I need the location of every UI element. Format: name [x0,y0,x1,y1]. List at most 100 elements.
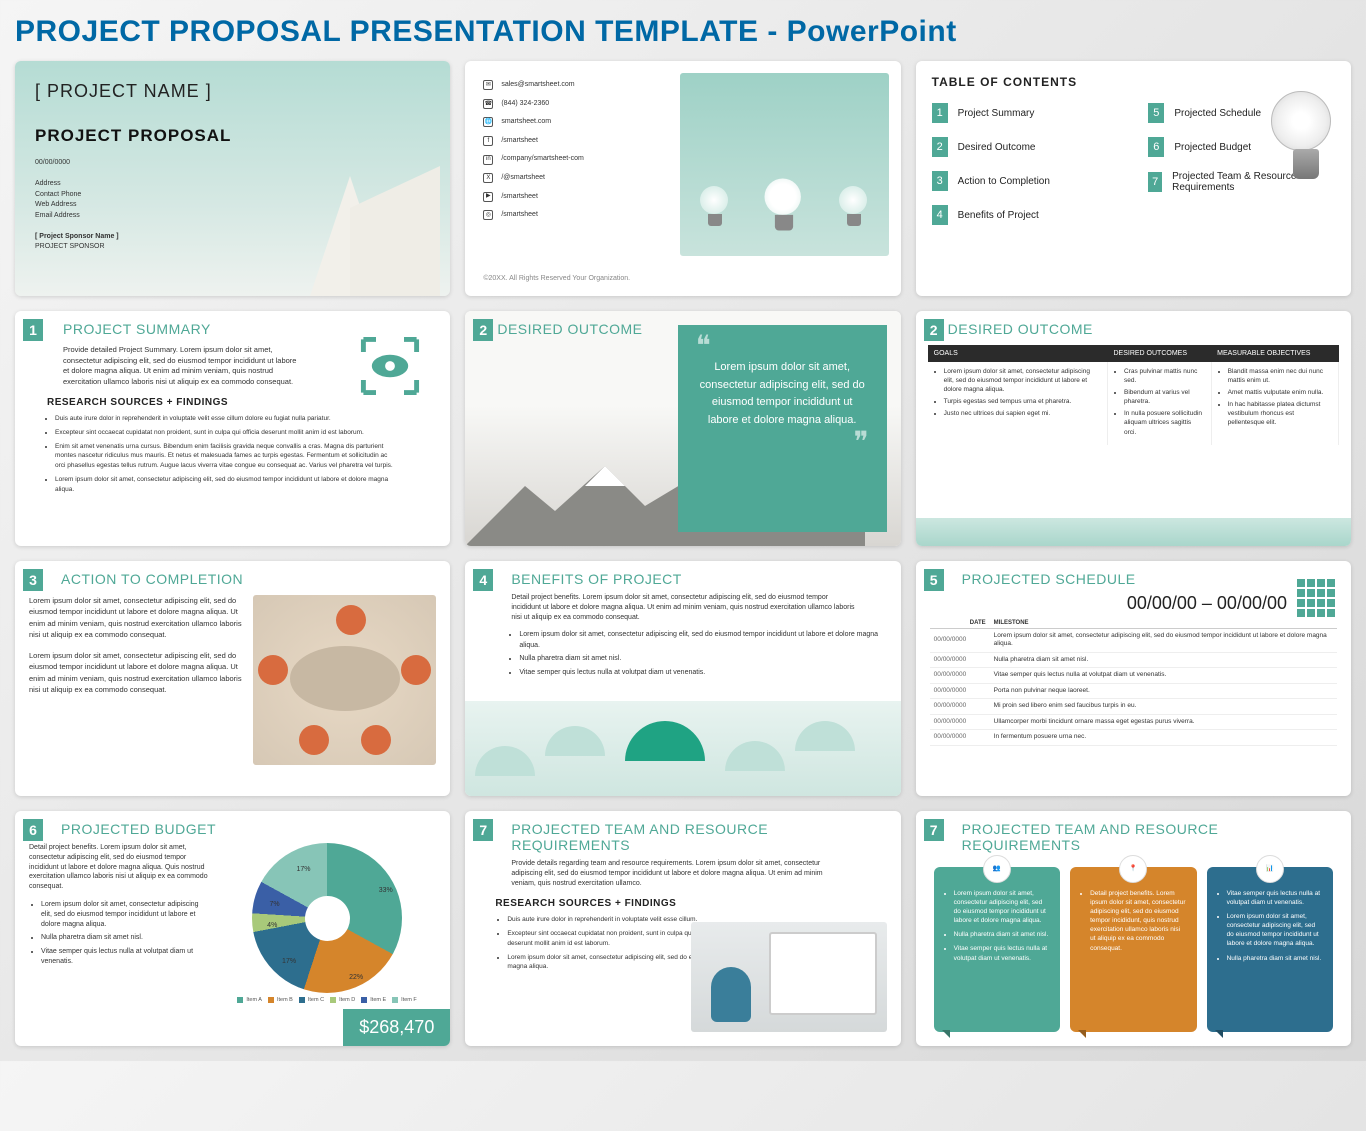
milestone-cell: Lorem ipsum dolor sit amet, consectetur … [990,629,1337,653]
list-item: Nulla pharetra diam sit amet nisl. [41,933,208,943]
benefits-list: Lorem ipsum dolor sit amet, consectetur … [519,630,886,678]
table-row: 00/00/0000Mi proin sed libero enim sed f… [930,699,1337,714]
chart-label: 33% [379,887,393,894]
milestone-cell: In fermentum posuere urna nec. [990,730,1337,745]
slide-action-completion: 3 ACTION TO COMPLETION Lorem ipsum dolor… [15,561,450,796]
contact-text: (844) 324-2360 [501,98,549,111]
toc-number: 1 [932,103,948,123]
card-icon: 📊 [1256,855,1284,883]
slide-number: 1 [23,319,43,341]
list-item: Lorem ipsum dolor sit amet, consectetur … [954,889,1050,925]
contact-text: /company/smartsheet-com [501,153,583,166]
table-row: 00/00/0000Porta non pulvinar neque laore… [930,683,1337,698]
milestone-cell: Ullamcorper morbi tincidunt ornare massa… [990,714,1337,729]
contact-icon: ◎ [483,210,493,220]
card-icon: 📍 [1119,855,1147,883]
contact-icon: f [483,136,493,146]
date-cell: 00/00/0000 [930,714,990,729]
date-cell: 00/00/0000 [930,699,990,714]
toc-item: 1Project Summary [932,103,1119,123]
toc-label: Action to Completion [958,176,1050,187]
slide-number: 4 [473,569,493,591]
contact-list: ✉sales@smartsheet.com ☎(844) 324-2360 🌐sma… [483,79,663,222]
slide-heading: ACTION TO COMPLETION [61,561,436,587]
budget-desc: Detail project benefits. Lorem ipsum dol… [29,843,208,892]
slide-heading: PROJECTED SCHEDULE [962,561,1337,587]
contact-row: 🌐smartsheet.com [483,116,663,129]
milestone-cell: Mi proin sed libero enim sed faucibus tu… [990,699,1337,714]
team-card: 📊Vitae semper quis lectus nulla at volut… [1207,867,1333,1032]
toc-col-left: 1Project Summary2Desired Outcome3Action … [932,103,1119,239]
proposal-subtitle: PROJECT PROPOSAL [35,126,430,146]
list-item: Lorem ipsum dolor sit amet, consectetur … [944,367,1101,394]
toc-label: Desired Outcome [958,142,1036,153]
budget-total: $268,470 [343,1009,450,1046]
legend-item: Item D [330,997,355,1003]
contact-icon: ✉ [483,80,493,90]
toc-number: 7 [1148,172,1162,192]
slide-desired-outcome-table: 2 DESIRED OUTCOME GOALSDESIRED OUTCOMESM… [916,311,1351,546]
team-card: 📍Detail project benefits. Lorem ipsum do… [1070,867,1196,1032]
team-card: 👥Lorem ipsum dolor sit amet, consectetur… [934,867,1060,1032]
slide-number: 2 [924,319,944,341]
summary-body: Provide detailed Project Summary. Lorem … [63,345,297,387]
chart-label: 17% [282,958,296,965]
date-range: 00/00/00 – 00/00/00 [930,593,1287,614]
calendar-icon [1297,579,1335,617]
chart-label: 4% [267,922,277,929]
quote-text: Lorem ipsum dolor sit amet, consectetur … [696,353,869,435]
milestone-cell: Nulla pharetra diam sit amet nisl. [990,652,1337,667]
legend-item: Item E [361,997,386,1003]
toc-number: 6 [1148,137,1164,157]
slide-heading: PROJECTED TEAM AND RESOURCE REQUIREMENTS [511,811,886,853]
slide-heading: PROJECTED TEAM AND RESOURCE REQUIREMENTS [962,811,1337,853]
slide-number: 3 [23,569,43,591]
list-item: Vitae semper quis lectus nulla at volutp… [41,947,208,967]
toc-number: 4 [932,205,948,225]
objectives-cell: Blandit massa enim nec dui nunc mattis e… [1211,362,1338,445]
quote-open-icon: ❝ [696,339,869,353]
contact-row: f/smartsheet [483,135,663,148]
list-item: Amet mattis vulputate enim nulla. [1228,388,1332,397]
slide-budget: 6 PROJECTED BUDGET Detail project benefi… [15,811,450,1046]
lightbulb-icon [1271,91,1341,179]
list-item: Lorem ipsum dolor sit amet, consectetur … [1227,912,1323,948]
findings-list: Duis aute irure dolor in reprehenderit i… [55,414,398,494]
quote-close-icon: ❞ [696,435,869,449]
date-cell: 00/00/0000 [930,730,990,745]
slide-contact: ✉sales@smartsheet.com ☎(844) 324-2360 🌐sma… [465,61,900,296]
list-item: Justo nec ultrices dui sapien eget mi. [944,409,1101,418]
slide-team-cards: 7 PROJECTED TEAM AND RESOURCE REQUIREMEN… [916,811,1351,1046]
slide-number: 2 [473,319,493,341]
contact-text: /smartsheet [501,135,538,148]
list-item: Bibendum at varius vel pharetra. [1124,388,1205,406]
th-goals: GOALS [928,345,1108,362]
slide-number: 7 [924,819,944,841]
legend-item: Item A [237,997,262,1003]
contact-icon: ▶ [483,192,493,202]
list-item: Enim sit amet venenatis urna cursus. Bib… [55,442,398,471]
contact-text: smartsheet.com [501,116,551,129]
copyright: ©20XX. All Rights Reserved Your Organiza… [483,275,630,282]
contact-text: /@smartsheet [501,172,545,185]
meeting-photo [253,595,436,765]
building-graphic [270,146,440,296]
list-item: Vitae semper quis lectus nulla at volutp… [1227,889,1323,907]
toc-number: 3 [932,171,948,191]
list-item: Duis aute irure dolor in reprehenderit i… [55,414,398,424]
contact-icon: X [483,173,493,183]
slide-schedule: 5 PROJECTED SCHEDULE 00/00/00 – 00/00/00… [916,561,1351,796]
list-item: Nulla pharetra diam sit amet nisl. [954,930,1050,939]
th-date: DATE [930,618,990,629]
contact-text: /smartsheet [501,209,538,222]
list-item: Blandit massa enim nec dui nunc mattis e… [1228,367,1332,385]
umbrellas-graphic [465,701,900,796]
footer-band [916,518,1351,546]
contact-row: ✉sales@smartsheet.com [483,79,663,92]
eye-scan-icon [355,331,425,403]
slide-heading: DESIRED OUTCOME [948,311,1351,337]
contact-row: ☎(844) 324-2360 [483,98,663,111]
budget-chart: 33%22%17%4%7%17% Item AItem BItem CItem … [218,843,437,1005]
contact-row: ◎ /smartsheet [483,209,663,222]
slide-heading: DESIRED OUTCOME [497,311,900,337]
